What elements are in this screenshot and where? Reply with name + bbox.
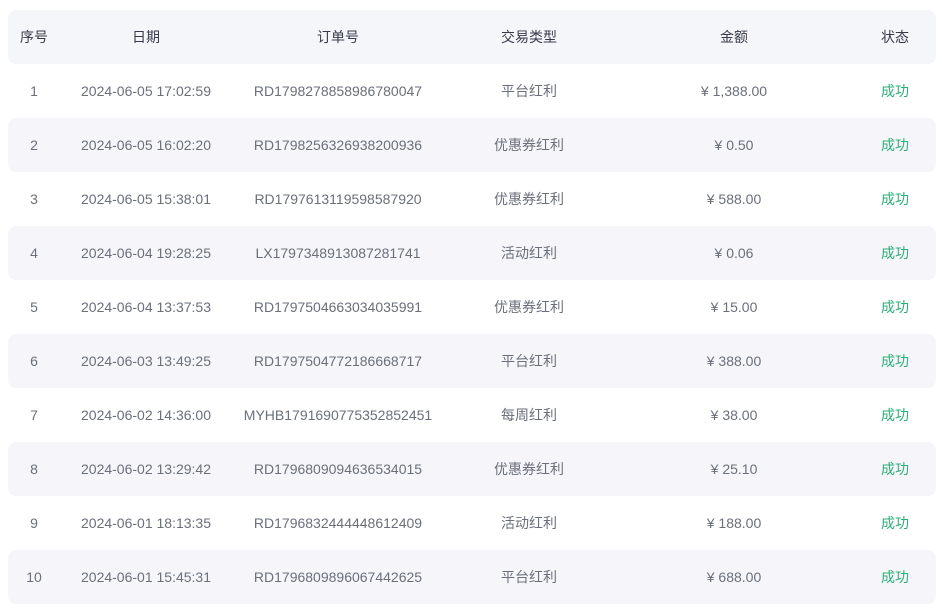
cell-order_no: RD1798278858986780047 <box>253 83 423 99</box>
cell-status: 成功 <box>881 191 909 207</box>
cell-type: 平台红利 <box>501 353 557 369</box>
cell-status: 成功 <box>881 137 909 153</box>
cell-status: 成功 <box>881 245 909 261</box>
cell-type: 每周红利 <box>501 407 557 423</box>
cell-order_no: LX1797348913087281741 <box>255 245 421 261</box>
cell-order_no: RD1798256326938200936 <box>253 137 423 153</box>
cell-index: 3 <box>30 191 38 207</box>
cell-date: 2024-06-05 17:02:59 <box>81 83 211 99</box>
cell-status: 成功 <box>881 299 909 315</box>
cell-status: 成功 <box>881 515 909 531</box>
cell-index: 8 <box>30 461 38 477</box>
cell-amount: ¥ 0.06 <box>714 245 754 261</box>
cell-order_no: MYHB1791690775352852451 <box>243 407 433 423</box>
cell-index: 1 <box>30 83 38 99</box>
cell-amount: ¥ 0.50 <box>714 137 754 153</box>
cell-type: 优惠券红利 <box>494 137 564 153</box>
cell-date: 2024-06-03 13:49:25 <box>81 353 211 369</box>
cell-order_no: RD1797504663034035991 <box>253 299 423 315</box>
cell-amount: ¥ 25.10 <box>710 461 758 477</box>
cell-order_no: RD1797613119598587920 <box>254 191 422 207</box>
cell-type: 活动红利 <box>501 515 557 531</box>
cell-status: 成功 <box>881 461 909 477</box>
cell-type: 优惠券红利 <box>494 461 564 477</box>
table-row: 10 2024-06-01 15:45:31 RD17968098960674426… <box>8 550 936 604</box>
table-row: 4 2024-06-04 19:28:25 LX179734891308728174… <box>8 226 936 280</box>
table-row: 5 2024-06-04 13:37:53 RD179750466303403599… <box>8 280 936 334</box>
cell-type: 平台红利 <box>501 83 557 99</box>
cell-date: 2024-06-05 15:38:01 <box>81 191 211 207</box>
cell-amount: ¥ 1,388.00 <box>700 83 768 99</box>
records-table: 序号 日期 订单号 交易类型 金额 状态 1 2024-06-05 17:02:59 RD17… <box>8 10 936 604</box>
header-cell-type: 交易类型 <box>501 29 557 45</box>
cell-amount: ¥ 188.00 <box>706 515 762 531</box>
table-header-row: 序号 日期 订单号 交易类型 金额 状态 <box>8 10 936 64</box>
cell-index: 2 <box>30 137 38 153</box>
cell-index: 4 <box>30 245 38 261</box>
header-cell-order_no: 订单号 <box>317 29 359 45</box>
cell-amount: ¥ 15.00 <box>710 299 758 315</box>
table-row: 8 2024-06-02 13:29:42 RD179680909463653401… <box>8 442 936 496</box>
cell-status: 成功 <box>881 83 909 99</box>
cell-status: 成功 <box>881 353 909 369</box>
header-cell-index: 序号 <box>20 29 48 45</box>
header-cell-status: 状态 <box>881 29 909 45</box>
cell-date: 2024-06-01 15:45:31 <box>81 569 211 585</box>
header-cell-amount: 金额 <box>720 29 748 45</box>
cell-order_no: RD1796832444448612409 <box>253 515 423 531</box>
cell-amount: ¥ 38.00 <box>710 407 758 423</box>
table-row: 7 2024-06-02 14:36:00 MYHB1791690775352852… <box>8 388 936 442</box>
cell-type: 优惠券红利 <box>494 191 564 207</box>
cell-date: 2024-06-02 13:29:42 <box>81 461 211 477</box>
cell-status: 成功 <box>881 569 909 585</box>
cell-index: 9 <box>30 515 38 531</box>
cell-date: 2024-06-04 19:28:25 <box>81 245 211 261</box>
cell-index: 7 <box>30 407 38 423</box>
cell-order_no: RD1797504772186668717 <box>253 353 423 369</box>
cell-status: 成功 <box>881 407 909 423</box>
cell-amount: ¥ 688.00 <box>706 569 762 585</box>
table-row: 9 2024-06-01 18:13:35 RD179683244444861240… <box>8 496 936 550</box>
cell-index: 10 <box>26 569 42 585</box>
table-row: 6 2024-06-03 13:49:25 RD179750477218666871… <box>8 334 936 388</box>
cell-date: 2024-06-02 14:36:00 <box>81 407 211 423</box>
cell-date: 2024-06-04 13:37:53 <box>81 299 211 315</box>
cell-index: 6 <box>30 353 38 369</box>
cell-type: 平台红利 <box>501 569 557 585</box>
table-row: 3 2024-06-05 15:38:01 RD179761311959858792… <box>8 172 936 226</box>
cell-date: 2024-06-01 18:13:35 <box>81 515 211 531</box>
cell-index: 5 <box>30 299 38 315</box>
cell-order_no: RD1796809896067442625 <box>253 569 423 585</box>
table-row: 2 2024-06-05 16:02:20 RD179825632693820093… <box>8 118 936 172</box>
cell-amount: ¥ 588.00 <box>706 191 762 207</box>
cell-date: 2024-06-05 16:02:20 <box>81 137 211 153</box>
cell-order_no: RD1796809094636534015 <box>253 461 423 477</box>
cell-type: 优惠券红利 <box>494 299 564 315</box>
cell-amount: ¥ 388.00 <box>706 353 762 369</box>
cell-type: 活动红利 <box>501 245 557 261</box>
header-cell-date: 日期 <box>132 29 160 45</box>
table-row: 1 2024-06-05 17:02:59 RD179827885898678004… <box>8 64 936 118</box>
